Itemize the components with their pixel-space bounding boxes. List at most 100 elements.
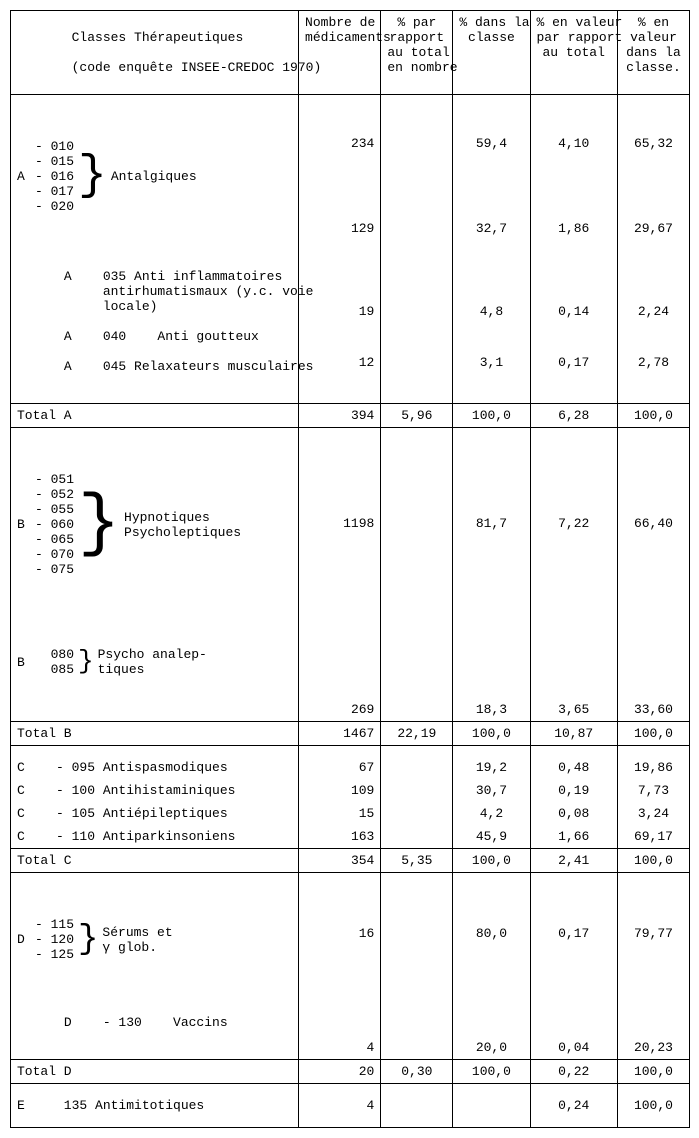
cell-n: 67 — [299, 746, 381, 780]
cell-valc: 100,0 — [617, 722, 689, 746]
cell-n: 109 — [299, 779, 381, 802]
cell-n: 15 — [299, 802, 381, 825]
cell-cls: 19,2 — [453, 746, 530, 780]
row-total-d: Total D 20 0,30 100,0 0,22 100,0 — [11, 1060, 690, 1084]
cell-val: 0,22 — [530, 1060, 617, 1084]
cell-cls: 3,1 — [453, 351, 530, 403]
cell-val: 6,28 — [530, 404, 617, 428]
cell-cls: 80,0 — [453, 873, 530, 994]
group-label: Psycho analep- tiques — [98, 647, 207, 677]
group-prefix: B — [17, 517, 35, 532]
cell-n: 20 — [299, 1060, 381, 1084]
row-b-hypnotiques: B - 051 - 052 - 055 - 060 - 065 - 070 - … — [11, 428, 690, 619]
cell-cls: 45,9 — [453, 825, 530, 849]
row-label: C - 095 Antispasmodiques — [11, 746, 299, 780]
cell-valc: 100,0 — [617, 849, 689, 873]
group-prefix: B — [17, 655, 35, 670]
cell-n: 4 — [299, 994, 381, 1060]
cell-n: 4 — [299, 1084, 381, 1128]
cell-valc: 7,73 — [617, 779, 689, 802]
total-label: Total B — [11, 722, 299, 746]
row-label: C - 110 Antiparkinsoniens — [11, 825, 299, 849]
cell-n: 354 — [299, 849, 381, 873]
group-label: Sérums et γ glob. — [102, 925, 172, 955]
total-label: Total D — [11, 1060, 299, 1084]
cell-cls: 32,7 — [453, 191, 530, 300]
row-total-a: Total A 394 5,96 100,0 6,28 100,0 — [11, 404, 690, 428]
row-label: A 040 Anti goutteux — [64, 329, 259, 344]
cell-cls: 18,3 — [453, 619, 530, 722]
cell-val: 0,17 — [530, 873, 617, 994]
cell-n: 1198 — [299, 428, 381, 619]
cell-valc: 2,24 — [617, 300, 689, 351]
cell-valc: 20,23 — [617, 994, 689, 1060]
group-prefix: D — [17, 932, 35, 947]
cell-val: 2,41 — [530, 849, 617, 873]
therapeutic-classes-table: Classes Thérapeutiques (code enquête INS… — [10, 10, 690, 1128]
cell-valc: 66,40 — [617, 428, 689, 619]
row-label: C - 105 Antiépileptiques — [11, 802, 299, 825]
cell-valc: 69,17 — [617, 825, 689, 849]
brace-icon: } — [74, 658, 98, 666]
cell-val: 0,24 — [530, 1084, 617, 1128]
col-header-nombre: Nombre de médicaments — [299, 11, 381, 95]
group-prefix: A — [17, 169, 35, 184]
cell-valc: 3,24 — [617, 802, 689, 825]
cell-cls: 100,0 — [453, 404, 530, 428]
cell-valc: 100,0 — [617, 1060, 689, 1084]
cell-cls: 59,4 — [453, 95, 530, 192]
cell-cls: 100,0 — [453, 722, 530, 746]
cell-cls: 100,0 — [453, 849, 530, 873]
cell-valc: 33,60 — [617, 619, 689, 722]
cell-n: 269 — [299, 619, 381, 722]
row-a-antalgiques: A - 010 - 015 - 016 - 017 - 020 } Antalg… — [11, 95, 690, 192]
group-codes: - 115 - 120 - 125 — [35, 917, 74, 962]
col-header-classes: Classes Thérapeutiques (code enquête INS… — [11, 11, 299, 95]
col-header-pct-classe: % dans la classe — [453, 11, 530, 95]
brace-icon: } — [74, 935, 102, 945]
row-total-c: Total C 354 5,35 100,0 2,41 100,0 — [11, 849, 690, 873]
cell-val: 10,87 — [530, 722, 617, 746]
cell-valc: 79,77 — [617, 873, 689, 994]
cell-n: 234 — [299, 95, 381, 192]
cell-valc: 65,32 — [617, 95, 689, 192]
cell-val: 4,10 — [530, 95, 617, 192]
cell-val: 0,48 — [530, 746, 617, 780]
row-label: A 035 Anti inflammatoires antirhumatisma… — [64, 269, 314, 314]
row-label: C - 100 Antihistaminiques — [11, 779, 299, 802]
row-label: E 135 Antimitotiques — [11, 1084, 299, 1128]
cell-val: 7,22 — [530, 428, 617, 619]
row-label: A 045 Relaxateurs musculaires — [64, 359, 314, 374]
row-c-antiparkinsoniens: C - 110 Antiparkinsoniens 163 45,9 1,66 … — [11, 825, 690, 849]
row-c-antihistaminiques: C - 100 Antihistaminiques 109 30,7 0,19 … — [11, 779, 690, 802]
row-c-antiepileptiques: C - 105 Antiépileptiques 15 4,2 0,08 3,2… — [11, 802, 690, 825]
cell-val: 0,17 — [530, 351, 617, 403]
cell-cls: 4,8 — [453, 300, 530, 351]
col-header-valeur-classe: % en valeur dans la classe. — [617, 11, 689, 95]
cell-valc: 19,86 — [617, 746, 689, 780]
cell-cls: 100,0 — [453, 1060, 530, 1084]
cell-val: 0,19 — [530, 779, 617, 802]
group-codes: - 051 - 052 - 055 - 060 - 065 - 070 - 07… — [35, 472, 74, 577]
cell-cls: 30,7 — [453, 779, 530, 802]
cell-valc: 2,78 — [617, 351, 689, 403]
cell-val: 1,86 — [530, 191, 617, 300]
cell-pct: 0,30 — [381, 1060, 453, 1084]
cell-val: 0,14 — [530, 300, 617, 351]
col-header-valeur-total: % en valeur par rapport au total — [530, 11, 617, 95]
cell-n: 163 — [299, 825, 381, 849]
cell-val: 0,08 — [530, 802, 617, 825]
group-label: Hypnotiques Psycholeptiques — [124, 510, 241, 540]
brace-icon: } — [74, 169, 111, 183]
cell-pct: 5,35 — [381, 849, 453, 873]
cell-cls: 81,7 — [453, 428, 530, 619]
cell-n: 16 — [299, 873, 381, 994]
group-codes: - 010 - 015 - 016 - 017 - 020 — [35, 139, 74, 214]
cell-pct: 22,19 — [381, 722, 453, 746]
cell-valc: 29,67 — [617, 191, 689, 300]
row-e-antimitotiques: E 135 Antimitotiques 4 0,24 100,0 — [11, 1084, 690, 1128]
table-header-row: Classes Thérapeutiques (code enquête INS… — [11, 11, 690, 95]
total-label: Total C — [11, 849, 299, 873]
brace-icon: } — [74, 514, 124, 535]
cell-val: 3,65 — [530, 619, 617, 722]
